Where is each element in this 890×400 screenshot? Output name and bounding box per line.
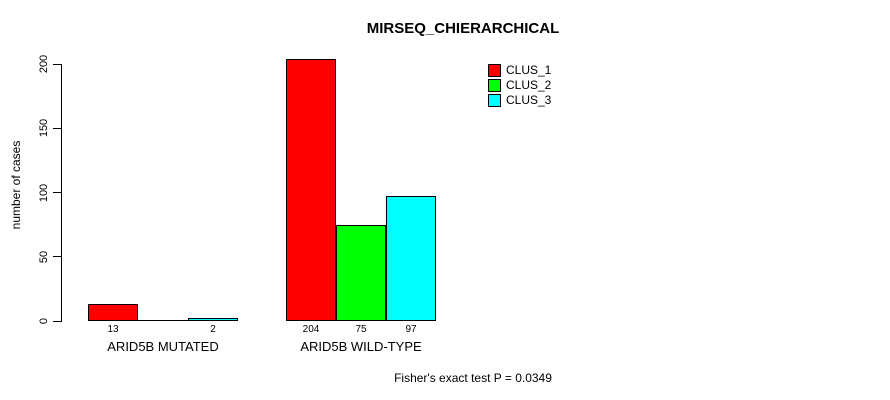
- x-axis-category-label: ARID5B WILD-TYPE: [300, 339, 422, 354]
- bar-value-label: 2: [210, 324, 216, 335]
- bar-value-label: 13: [107, 324, 119, 335]
- bar-clus-2: [336, 225, 386, 321]
- y-axis-tick-label: 100: [38, 183, 50, 202]
- x-axis-category-label: ARID5B MUTATED: [107, 339, 219, 354]
- y-axis-line: [61, 64, 62, 322]
- y-axis-tick-label: 0: [38, 317, 50, 325]
- bar-clus-3: [386, 196, 436, 321]
- legend-swatch: [488, 94, 501, 107]
- legend-label: CLUS_2: [506, 78, 552, 92]
- y-axis-label: number of cases: [9, 140, 23, 230]
- legend-label: CLUS_1: [506, 63, 552, 77]
- legend-item: CLUS_1: [488, 64, 551, 77]
- bar-value-label: 97: [405, 324, 417, 335]
- y-axis-tick-label: 150: [38, 119, 50, 138]
- bar-value-label: 75: [355, 324, 367, 335]
- bar-clus-1: [88, 304, 138, 321]
- legend-item: CLUS_2: [488, 79, 551, 92]
- bar-clus-3: [188, 318, 238, 321]
- legend-label: CLUS_3: [506, 93, 552, 107]
- y-axis-tick: [53, 63, 61, 65]
- chart-title: MIRSEQ_CHIERARCHICAL: [366, 20, 560, 37]
- legend: CLUS_1 CLUS_2 CLUS_3: [488, 64, 551, 109]
- y-axis-tick-label: 50: [38, 250, 50, 263]
- legend-swatch: [488, 79, 501, 92]
- y-axis-tick: [53, 320, 61, 322]
- y-axis-tick: [53, 127, 61, 129]
- legend-item: CLUS_3: [488, 94, 551, 107]
- annotation-pvalue: Fisher's exact test P = 0.0349: [394, 371, 552, 385]
- y-axis-tick: [53, 256, 61, 258]
- y-axis-tick: [53, 192, 61, 193]
- bar-value-label: 204: [302, 324, 320, 335]
- bar-clus-2-zero: [138, 320, 188, 321]
- bar-clus-1: [286, 59, 336, 321]
- y-axis-tick-label: 200: [38, 54, 50, 74]
- legend-swatch: [488, 64, 501, 77]
